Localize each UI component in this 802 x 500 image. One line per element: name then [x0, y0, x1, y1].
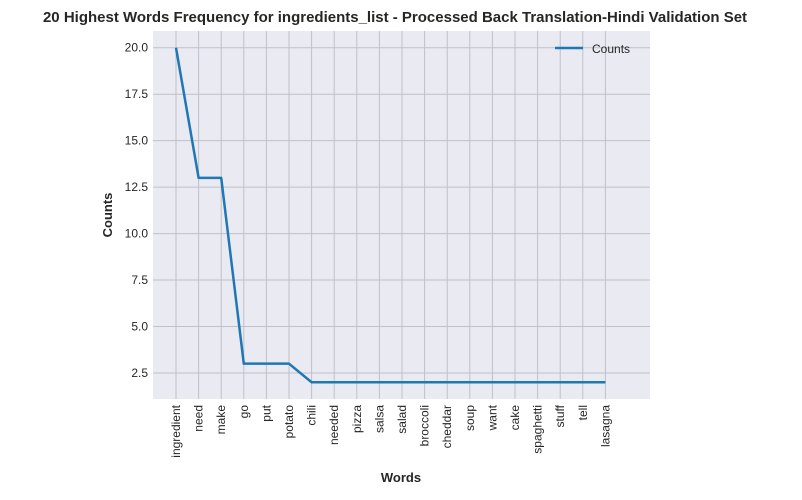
chart-title: 20 Highest Words Frequency for ingredien… — [43, 9, 747, 26]
x-tick-label: want — [485, 404, 499, 431]
y-axis-ticks: 2.5 5.0 7.5 10.0 12.5 15.0 17.5 20.0 — [125, 41, 149, 380]
x-tick-label: spaghetti — [531, 405, 545, 454]
grid-lines — [153, 31, 650, 399]
x-tick-label: broccoli — [418, 405, 432, 446]
x-axis-ticks: ingredient need make go put potato chili needed… — [169, 404, 612, 457]
x-tick-label: pizza — [350, 405, 364, 433]
legend: Counts — [555, 42, 630, 56]
x-tick-label: ingredient — [169, 404, 183, 457]
x-tick-label: soup — [463, 405, 477, 431]
x-tick-label: cake — [508, 405, 522, 431]
x-tick-label: potato — [282, 405, 296, 439]
y-tick-label: 20.0 — [125, 41, 149, 55]
y-tick-label: 7.5 — [131, 273, 148, 287]
y-tick-label: 2.5 — [131, 366, 148, 380]
y-tick-label: 12.5 — [125, 180, 149, 194]
y-axis-label: Counts — [100, 193, 115, 238]
x-tick-label: chili — [305, 405, 319, 426]
x-tick-label: go — [237, 405, 251, 419]
y-tick-label: 5.0 — [131, 320, 148, 334]
x-tick-label: need — [192, 405, 206, 432]
x-tick-label: stuff — [553, 404, 567, 427]
x-tick-label: salad — [395, 405, 409, 434]
series-layer — [174, 47, 606, 384]
x-tick-label: put — [259, 404, 273, 421]
x-tick-label: cheddar — [440, 405, 454, 448]
x-tick-label: make — [214, 405, 228, 435]
x-tick-label: salsa — [372, 405, 386, 433]
series-line — [174, 47, 606, 384]
y-tick-label: 15.0 — [125, 134, 149, 148]
y-tick-label: 10.0 — [125, 227, 149, 241]
y-tick-label: 17.5 — [125, 87, 149, 101]
legend-label: Counts — [592, 42, 630, 56]
x-tick-label: tell — [576, 405, 590, 420]
x-tick-label: lasagna — [598, 405, 612, 447]
x-tick-label: needed — [327, 405, 341, 445]
x-axis-label: Words — [381, 470, 421, 485]
